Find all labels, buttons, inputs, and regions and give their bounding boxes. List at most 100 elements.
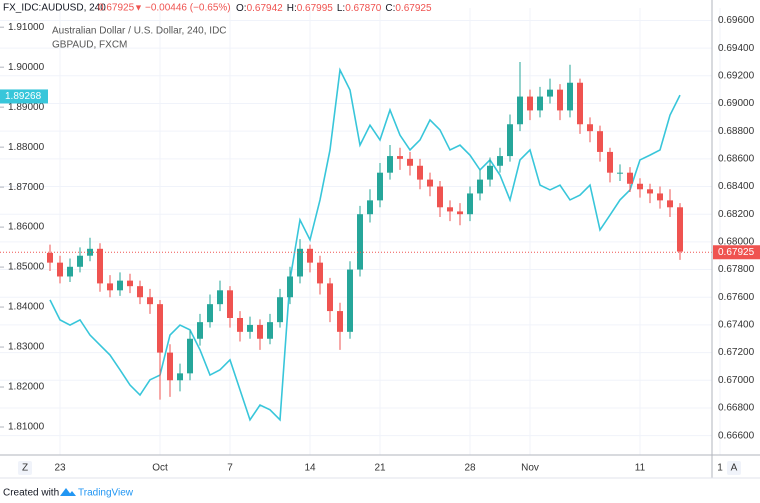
candle-body	[517, 96, 523, 125]
candle-body	[97, 248, 103, 284]
ohlc-label: C:	[385, 3, 395, 14]
overlay-line	[49, 67, 681, 422]
y-tick-label: 0.68200	[718, 209, 755, 220]
header-last: 0.67925	[98, 3, 135, 14]
y2-tick-label: 1.84000	[8, 302, 45, 313]
candle-body	[357, 214, 363, 270]
x-tick-label: 14	[304, 463, 316, 474]
candle-body	[207, 304, 213, 323]
x-tick-label: Nov	[521, 463, 539, 474]
y-tick-label: 0.67600	[718, 292, 755, 303]
candle-body	[187, 338, 193, 374]
candle-body	[297, 248, 303, 277]
y-tick-label: 0.68600	[718, 153, 755, 164]
y-tick-label: 0.66600	[718, 430, 755, 441]
candle-body	[137, 286, 143, 298]
last-price-label: 0.67925	[718, 247, 755, 258]
y-tick-label: 0.67200	[718, 347, 755, 358]
candle-body	[287, 276, 293, 298]
candle-body	[167, 352, 173, 381]
brand-logo	[60, 488, 76, 496]
candle-body	[307, 248, 313, 263]
y-tick-label: 0.69600	[718, 15, 755, 26]
y2-tick-label: 1.85000	[8, 262, 45, 273]
footer-text: Created with	[3, 488, 59, 499]
x-tick-label: 1	[717, 463, 723, 474]
candle-body	[557, 89, 563, 111]
overlay-last-tag	[0, 89, 48, 104]
auto-button[interactable]	[727, 461, 741, 475]
candle-body	[607, 151, 613, 173]
candle-body	[227, 290, 233, 318]
candle-body	[407, 158, 413, 166]
y-tick-label: 0.68800	[718, 126, 755, 137]
candle-body	[327, 283, 333, 312]
x-tick-label: 11	[635, 463, 646, 474]
candle-body	[577, 82, 583, 125]
candle-body	[657, 193, 663, 201]
x-tick-label: 7	[227, 463, 233, 474]
candle-body	[377, 172, 383, 201]
candle-body	[157, 304, 163, 353]
candle-body	[117, 280, 123, 291]
y2-tick-label: 1.88000	[8, 142, 45, 153]
y-tick-label: 0.67400	[718, 320, 755, 331]
candle-body	[637, 183, 643, 190]
zoom-label[interactable]: Z	[22, 463, 28, 474]
candle-body	[257, 324, 263, 339]
ohlc-value: 0.67925	[395, 3, 432, 14]
candle-body	[147, 297, 153, 305]
ohlc-label: H:	[287, 3, 297, 14]
y2-tick-label: 1.91000	[8, 22, 45, 33]
last-price-tag	[713, 245, 760, 260]
y2-tick-label: 1.90000	[8, 62, 45, 73]
candle-body	[347, 269, 353, 332]
candle-body	[447, 207, 453, 212]
main-series-name: Australian Dollar / U.S. Dollar, 240, ID…	[52, 26, 227, 37]
y-tick-label: 0.69000	[718, 98, 755, 109]
y-tick-label: 0.67800	[718, 264, 755, 275]
candle-body	[537, 96, 543, 111]
auto-label[interactable]: A	[731, 463, 738, 474]
ohlc-label: L:	[337, 3, 345, 14]
candle-body	[77, 255, 83, 267]
y2-tick-label: 1.89000	[8, 102, 45, 113]
candle-body	[467, 193, 473, 215]
candle-body	[567, 82, 573, 111]
header-symbol: FX_IDC:AUDUSD, 240	[3, 3, 106, 14]
x-tick-label: 21	[374, 463, 386, 474]
candle-body	[527, 96, 533, 111]
candle-body	[197, 322, 203, 339]
y-tick-label: 0.68000	[718, 237, 755, 248]
candle-body	[627, 172, 633, 184]
candle-body	[277, 297, 283, 323]
y-tick-label: 0.67000	[718, 375, 755, 386]
candle-body	[387, 156, 393, 173]
y-tick-label: 0.66800	[718, 403, 755, 414]
candle-body	[667, 200, 673, 208]
candle-body	[417, 165, 423, 180]
x-tick-label: Oct	[152, 463, 168, 474]
candle-body	[107, 283, 113, 291]
ohlc-value: 0.67995	[297, 3, 334, 14]
candle-body	[457, 211, 463, 215]
candle-body	[247, 324, 253, 332]
header-ohlc: O:0.67942 H:0.67995 L:0.67870 C:0.67925	[236, 3, 432, 14]
candle-body	[647, 189, 653, 194]
y2-tick-label: 1.83000	[8, 342, 45, 353]
candle-body	[397, 156, 403, 159]
candle-body	[597, 131, 603, 152]
overlay-last-label: 1.89268	[5, 91, 42, 102]
candle-body	[237, 317, 243, 332]
y-tick-label: 0.69400	[718, 43, 755, 54]
candle-body	[547, 89, 553, 97]
zoom-button[interactable]	[18, 461, 32, 475]
ohlc-value: 0.67870	[345, 3, 382, 14]
header-change: −0.00446 (−0.65%)	[145, 3, 231, 14]
candle-body	[587, 124, 593, 132]
candle-body	[317, 262, 323, 284]
footer-brand[interactable]: TradingView	[78, 488, 134, 499]
y2-tick-label: 1.81000	[8, 422, 45, 433]
candle-body	[177, 373, 183, 381]
